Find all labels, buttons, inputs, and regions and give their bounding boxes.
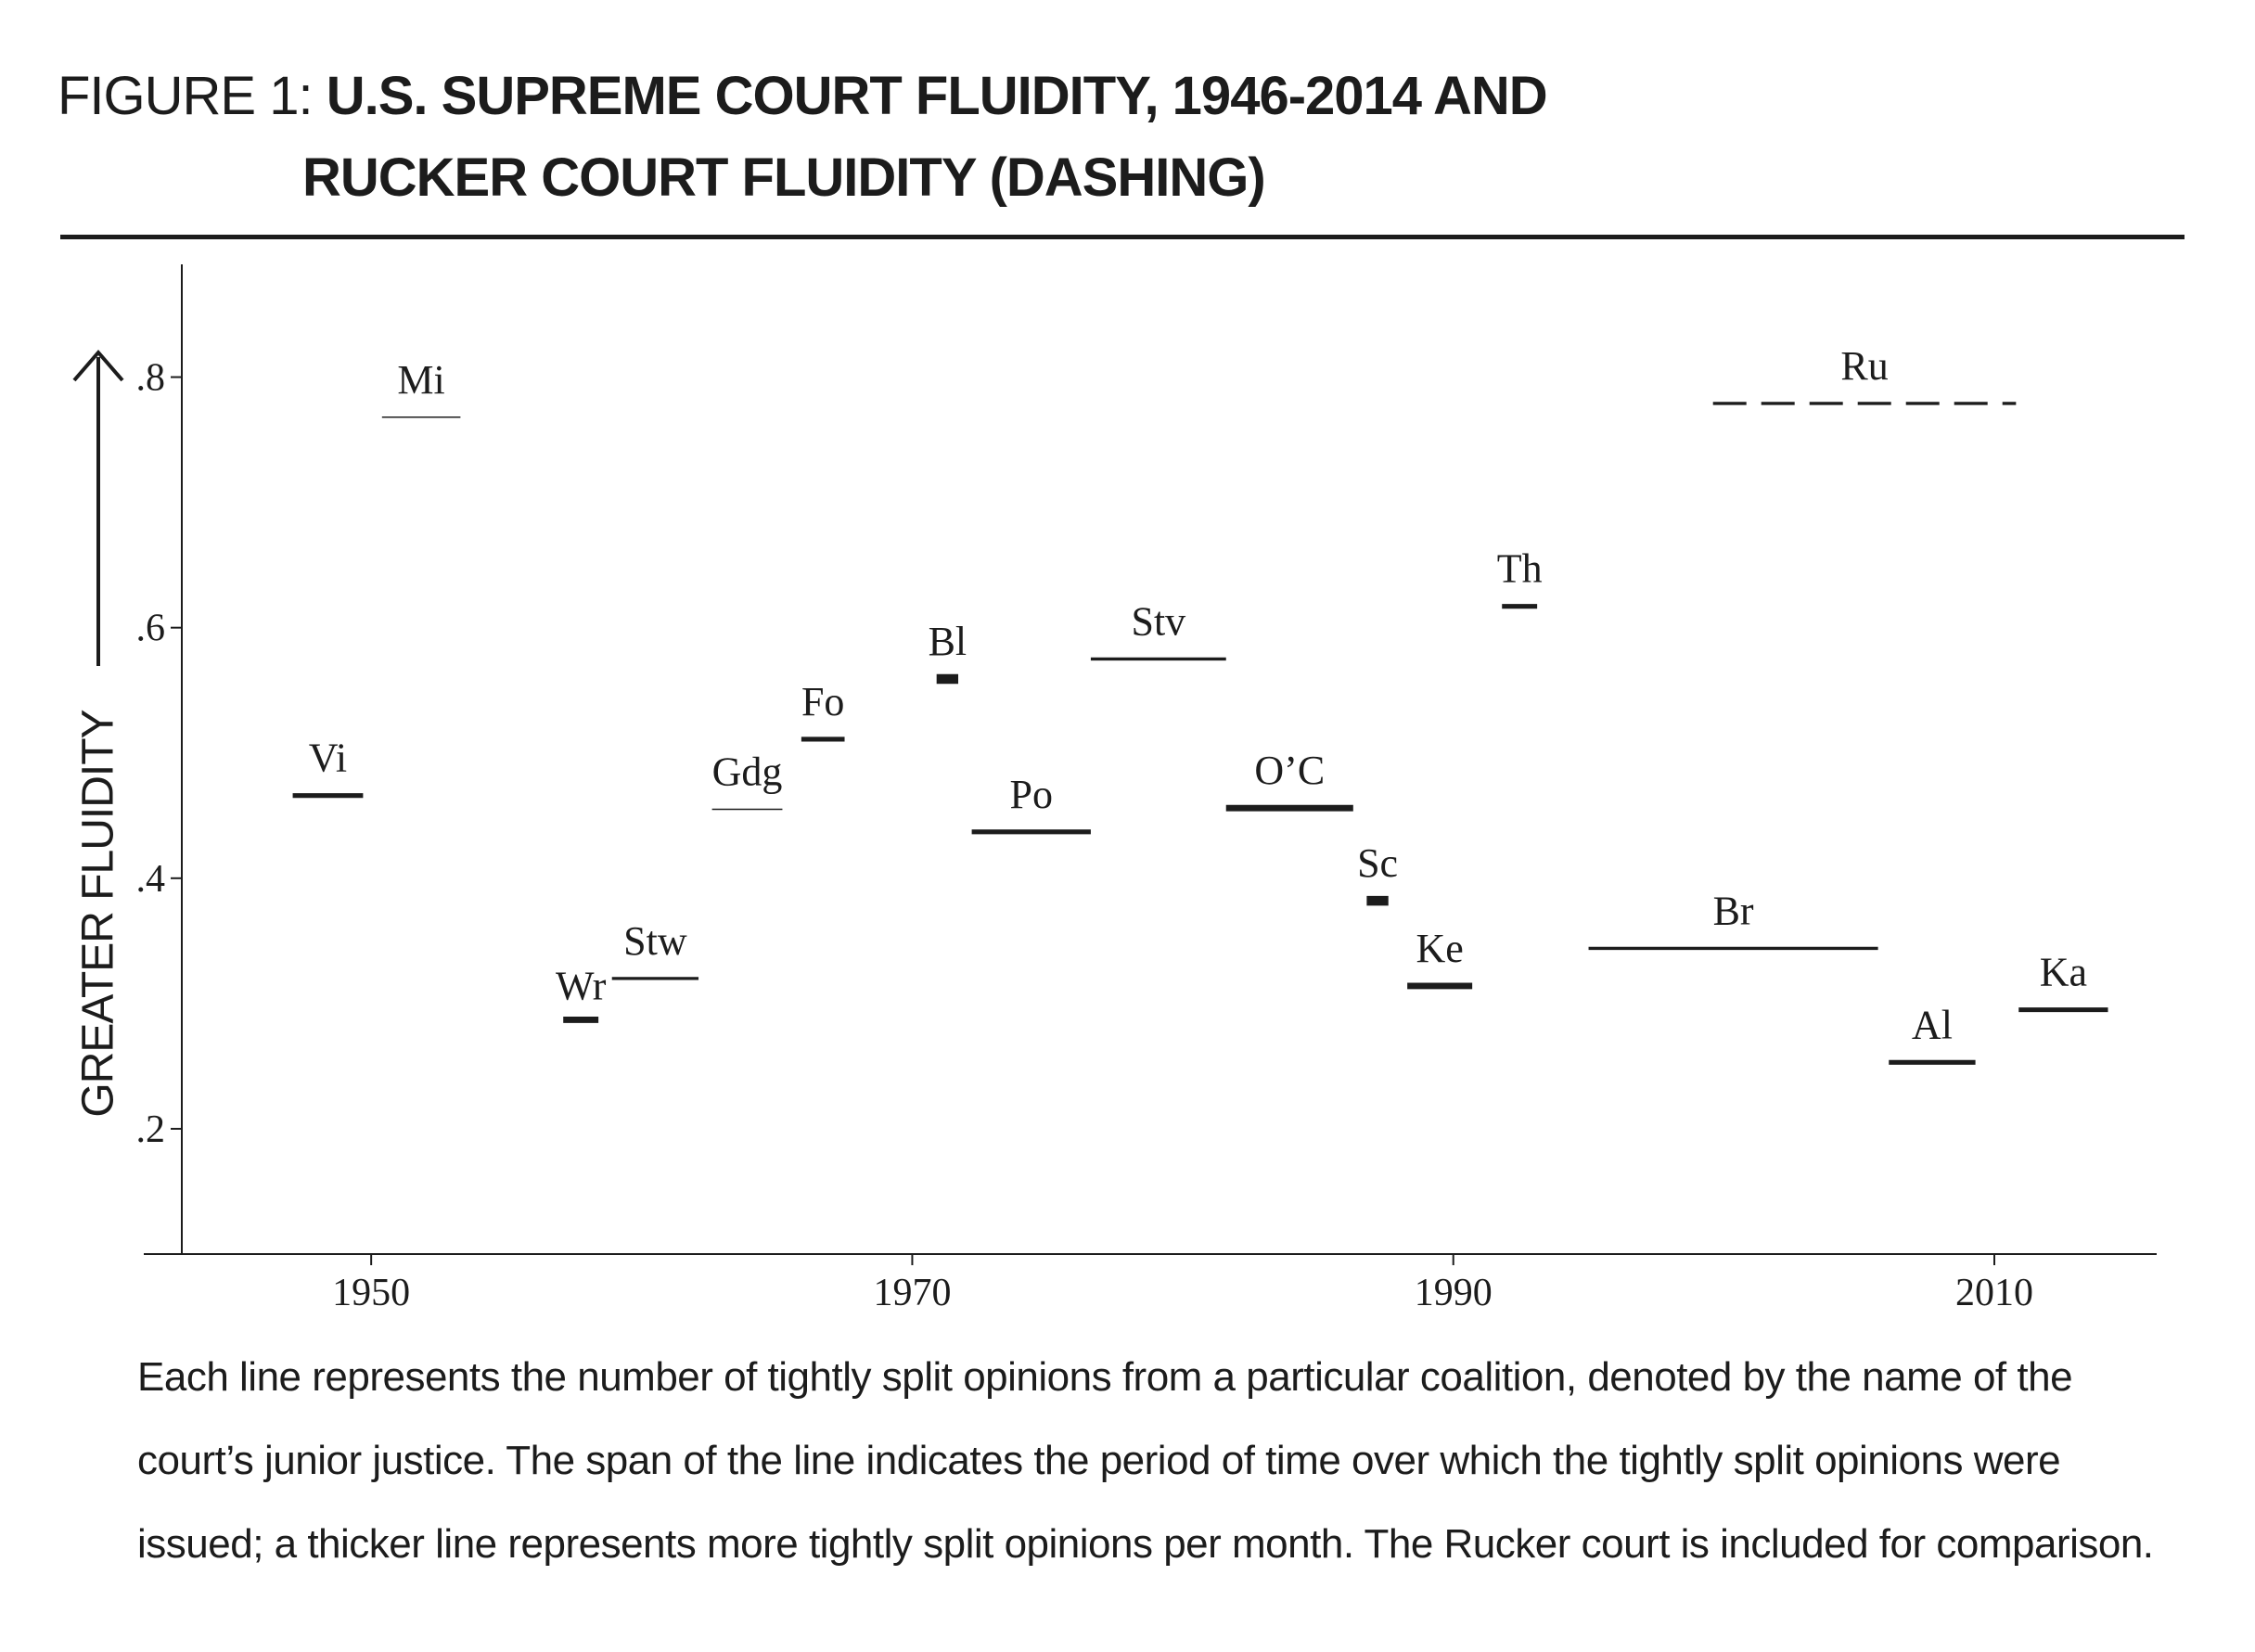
figure-title-line1: U.S. SUPREME COURT FLUIDITY, 1946-2014 A…	[326, 66, 1548, 126]
segment-label-sc: Sc	[1357, 840, 1398, 886]
x-tick-label: 2010	[1955, 1272, 2033, 1314]
caption-line-3: issued; a thicker line represents more t…	[137, 1521, 2154, 1567]
segment-label-stw: Stw	[623, 918, 687, 964]
segment-label-oc: O’C	[1254, 748, 1325, 793]
segment-label-ka: Ka	[2040, 950, 2087, 995]
segment-label-ke: Ke	[1416, 926, 1463, 971]
segment-label-stv: Stv	[1131, 598, 1185, 644]
fluidity-chart: .2 .4 .6 .8 1950 1970 1990 2010 Vi Mi Wr Stw Gdg Fo B…	[72, 264, 2157, 1314]
title-rule	[60, 235, 2185, 239]
segment-label-br: Br	[1713, 888, 1754, 933]
caption-line-1: Each line represents the number of tight…	[137, 1354, 2073, 1400]
arrow-head	[72, 349, 124, 382]
y-tick-label: .4	[136, 858, 166, 901]
y-tick-label: .2	[136, 1108, 166, 1151]
segment-label-wr: Wr	[556, 963, 607, 1008]
segment-label-po: Po	[1010, 772, 1053, 817]
x-tick-label: 1950	[332, 1272, 410, 1314]
segment-label-ru: Ru	[1840, 343, 1888, 389]
segment-label-gdg: Gdg	[712, 749, 783, 795]
figure-label: FIGURE 1:	[58, 66, 314, 126]
greater-fluidity-arrow	[72, 349, 124, 666]
segment-label-bl: Bl	[929, 619, 967, 664]
segment-label-mi: Mi	[397, 357, 444, 403]
caption-line-2: court’s junior justice. The span of the …	[137, 1438, 2061, 1483]
figure-title: FIGURE 1: U.S. SUPREME COURT FLUIDITY, 1…	[58, 56, 1548, 219]
y-tick-label: .6	[136, 608, 166, 650]
figure-title-line2: RUCKER COURT FLUIDITY (DASHING)	[302, 147, 1266, 208]
segment-label-fo: Fo	[801, 679, 844, 724]
segment-label-th: Th	[1497, 546, 1543, 592]
y-tick-label: .8	[136, 357, 166, 400]
x-tick-label: 1990	[1415, 1272, 1493, 1314]
x-tick-label: 1970	[873, 1272, 951, 1314]
figure-caption: Each line represents the number of tight…	[137, 1336, 2243, 1586]
segment-label-vi: Vi	[309, 736, 347, 781]
coalition-segments	[292, 402, 2108, 1065]
segment-label-al: Al	[1912, 1002, 1953, 1047]
coalition-labels: Vi Mi Wr Stw Gdg Fo Bl Po Stv O’C Sc Ke Th Br Al Ka Ru	[309, 343, 2087, 1047]
chart-axes: .2 .4 .6 .8 1950 1970 1990 2010	[136, 264, 2157, 1314]
